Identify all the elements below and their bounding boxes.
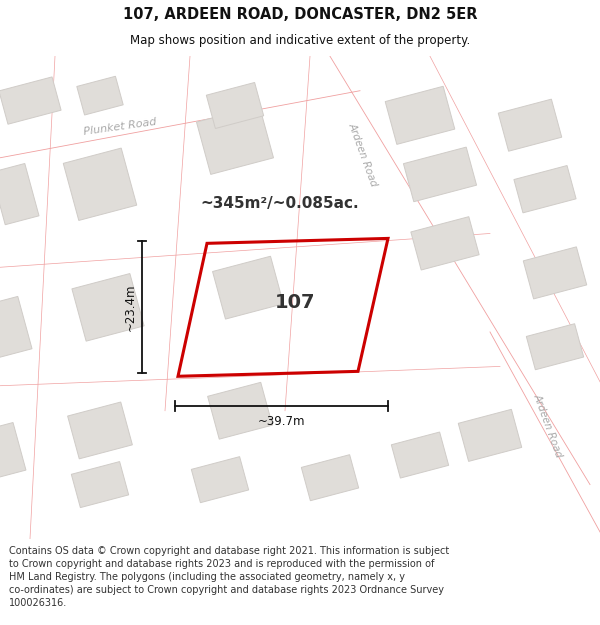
Polygon shape xyxy=(208,382,272,439)
Polygon shape xyxy=(318,49,600,492)
Polygon shape xyxy=(212,256,283,319)
Polygon shape xyxy=(391,432,449,478)
Text: ~345m²/~0.085ac.: ~345m²/~0.085ac. xyxy=(200,196,359,211)
Polygon shape xyxy=(71,462,128,508)
Polygon shape xyxy=(191,457,248,503)
Text: ~39.7m: ~39.7m xyxy=(258,415,305,428)
Text: Plunket Road: Plunket Road xyxy=(83,117,157,138)
Polygon shape xyxy=(72,274,144,341)
Polygon shape xyxy=(458,409,522,461)
Polygon shape xyxy=(403,147,476,202)
Polygon shape xyxy=(63,148,137,221)
Polygon shape xyxy=(0,422,26,478)
Polygon shape xyxy=(411,217,479,270)
Polygon shape xyxy=(275,56,320,411)
Polygon shape xyxy=(0,356,500,397)
Polygon shape xyxy=(77,76,123,115)
Text: Ardeen Road: Ardeen Road xyxy=(347,121,379,188)
Text: Ardeen Road: Ardeen Road xyxy=(532,392,564,459)
Polygon shape xyxy=(498,99,562,151)
Text: 107, ARDEEN ROAD, DONCASTER, DN2 5ER: 107, ARDEEN ROAD, DONCASTER, DN2 5ER xyxy=(123,6,477,21)
Polygon shape xyxy=(0,79,362,171)
Polygon shape xyxy=(421,52,600,406)
Polygon shape xyxy=(206,82,263,129)
Polygon shape xyxy=(68,402,133,459)
Polygon shape xyxy=(0,164,39,225)
Polygon shape xyxy=(385,86,455,144)
Polygon shape xyxy=(0,77,61,124)
Polygon shape xyxy=(196,106,274,174)
Polygon shape xyxy=(20,56,65,539)
Text: Contains OS data © Crown copyright and database right 2021. This information is : Contains OS data © Crown copyright and d… xyxy=(9,546,449,609)
Polygon shape xyxy=(523,247,587,299)
Polygon shape xyxy=(155,56,200,411)
Polygon shape xyxy=(0,296,32,358)
Text: Map shows position and indicative extent of the property.: Map shows position and indicative extent… xyxy=(130,34,470,47)
Polygon shape xyxy=(0,222,491,279)
Text: 107: 107 xyxy=(275,293,315,312)
Text: ~23.4m: ~23.4m xyxy=(124,284,137,331)
Polygon shape xyxy=(478,326,600,575)
Polygon shape xyxy=(526,324,584,370)
Polygon shape xyxy=(0,46,331,97)
Polygon shape xyxy=(301,454,359,501)
Polygon shape xyxy=(514,166,576,213)
